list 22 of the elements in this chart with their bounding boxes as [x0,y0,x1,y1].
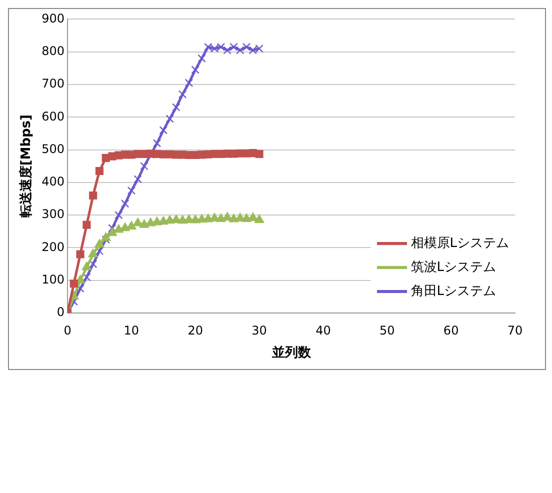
legend-label: 角田Lシステム [410,283,496,300]
y-tick-label: 800 [42,44,65,58]
x-tick-label: 20 [188,323,203,338]
x-tick-label: 60 [443,323,459,338]
x-tick-label: 30 [252,323,267,338]
y-tick-label: 900 [42,11,65,26]
y-tick-label: 0 [56,305,65,320]
legend-label: 相模原Lシステム [410,235,509,252]
x-tick-label: 50 [380,323,395,338]
x-axis-title: 並列数 [270,346,312,361]
y-axis-title: 転送速度[Mbps] [18,114,34,219]
y-tick-label: 100 [42,272,65,286]
y-tick-label: 400 [42,174,65,189]
y-tick-label: 600 [42,109,65,124]
y-tick-label: 700 [42,76,65,91]
y-tick-label: 500 [42,142,65,156]
x-tick-label: 40 [316,323,331,338]
y-tick-label: 300 [42,207,65,222]
x-tick-label: 10 [124,323,140,338]
x-tick-label: 70 [507,323,523,338]
legend-label: 筑波Lシステム [410,259,496,276]
y-tick-label: 200 [42,240,65,254]
